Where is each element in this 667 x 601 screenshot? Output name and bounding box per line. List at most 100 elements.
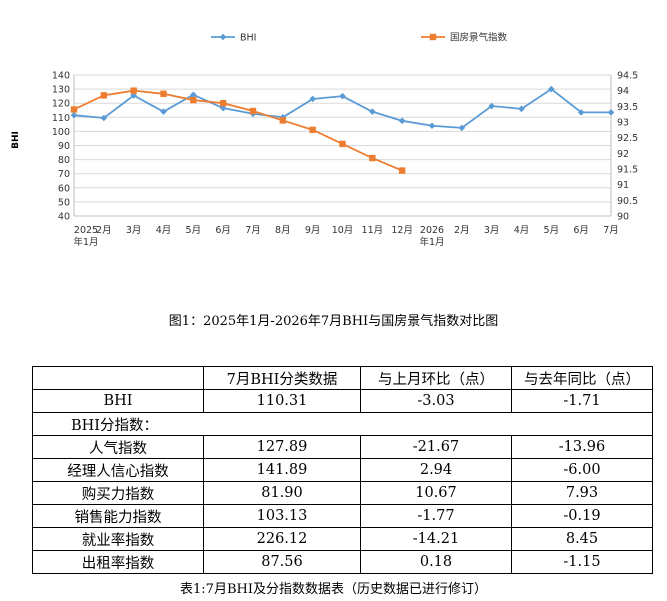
data-point-diamond [100,114,108,122]
table-cell: 就业率指数 [32,527,204,551]
table-header-cell: 与上月环比（点） [360,366,512,390]
table-cell: 2.94 [360,458,512,482]
chart-grid [73,74,612,217]
data-point-diamond [488,102,495,110]
data-point-diamond [339,92,346,100]
table-row: 购买力指数 81.90 10.67 7.93 [32,481,653,505]
y-tick-label: 100 [52,127,70,138]
table-cell: 127.89 [203,435,361,459]
table-cell: -6.00 [511,458,653,482]
x-tick-label: 6月 [573,225,589,236]
series-lines [70,85,615,174]
x-tick-label: 5月 [544,225,560,236]
bhi-comparison-chart: BHI 国房景气指数 40 50 60 70 80 90 100 110 120 130 140 90… [11,32,638,249]
x-tick-label: 年1月 [73,236,98,248]
series-line-1 [73,89,403,172]
table-cell: 销售能力指数 [32,504,204,528]
table-cell: 110.31 [203,389,361,413]
table-row-bhi: BHI 110.31 -3.03 -1.71 [32,389,653,413]
y-tick-label: 80 [58,155,70,166]
table-cell: -0.19 [511,504,653,528]
table-cell: 7.93 [511,481,653,505]
y2-tick-label: 90 [617,212,629,223]
y2-tick-label: 93 [617,118,629,129]
figure-caption: 图1：2025年1月-2026年7月BHI与国房景气指数对比图 [168,314,499,329]
table-row: 人气指数 127.89 -21.67 -13.96 [32,435,653,459]
table-row: 出租率指数 87.56 0.18 -1.15 [32,550,653,574]
y-tick-label: 110 [52,113,70,124]
data-point-diamond [518,105,525,113]
table-row: 销售能力指数 103.13 -1.77 -0.19 [32,504,653,528]
table-row: 经理人信心指数 141.89 2.94 -6.00 [32,458,653,482]
table-header-cell: 与去年同比（点） [511,366,653,390]
table-cell: -1.15 [511,550,653,574]
data-point-diamond [458,124,466,132]
x-tick-label: 3月 [126,225,142,236]
table-header-cell: 7月BHI分类数据 [203,366,361,390]
table-cell: 8.45 [511,527,653,551]
data-point-square [309,126,316,134]
y2-tick-label: 94 [617,86,629,97]
y-tick-label: 140 [52,71,70,82]
table-section-row: BHI分指数： [32,412,653,436]
y-tick-label: 130 [52,85,70,96]
table-cell: 81.90 [203,481,361,505]
data-point-diamond [428,122,436,130]
table-cell: -13.96 [511,435,653,459]
table-cell: -1.71 [511,389,653,413]
x-tick-label: 9月 [305,225,321,236]
table-caption: 表1:7月BHI及分指数数据表（历史数据已进行修订） [180,582,487,597]
data-point-diamond [190,91,197,99]
sub-index-rows: 人气指数 127.89 -21.67 -13.96 经理人信心指数 141.89 2.94-… [32,435,653,574]
table-cell: 购买力指数 [32,481,204,505]
y-tick-label: 70 [58,169,70,180]
data-point-diamond [577,109,585,116]
table-cell: 经理人信心指数 [32,458,204,482]
x-tick-label: 5月 [186,225,202,236]
table-cell: 0.18 [360,550,512,574]
table-cell: 出租率指数 [32,550,204,574]
table-cell: -21.67 [360,435,512,459]
table-header-row: 7月BHI分类数据 与上月环比（点） 与去年同比（点） [32,366,653,390]
legend-marker-square [429,33,437,41]
y-axis-left-ticks: 40 50 60 70 80 90 100 110 120 130 140 [52,71,70,223]
data-point-square [190,96,197,104]
data-point-square [369,154,376,162]
chart-legend: BHI 国房景气指数 [211,32,508,44]
x-tick-label: 11月 [362,225,384,236]
legend-label: BHI [240,33,256,44]
table-cell: 141.89 [203,458,361,482]
data-point-square [130,87,137,94]
data-point-square [219,100,227,107]
table-cell: 103.13 [203,504,361,528]
data-point-square [160,90,167,97]
x-tick-label: 2月 [96,225,112,236]
x-tick-label: 7月 [603,225,619,236]
y-axis-right-ticks: 90 90.5 91 91.5 92 92.5 93 93.5 94 94.5 [617,71,638,223]
table-header-cell [32,366,204,390]
table-cell: 87.56 [203,550,361,574]
y2-tick-label: 91.5 [617,165,638,176]
data-point-square [398,167,406,174]
y-tick-label: 90 [58,141,70,152]
x-tick-label: 8月 [275,225,291,236]
x-tick-label: 2025 [74,225,98,236]
x-tick-label: 6月 [215,225,231,236]
legend-label: 国房景气指数 [450,32,508,44]
x-tick-label: 4月 [156,225,172,236]
bhi-data-table: 7月BHI分类数据 与上月环比（点） 与去年同比（点） BHI 110.31 -… [32,366,653,574]
y2-tick-label: 90.5 [617,196,638,207]
y2-tick-label: 92 [617,149,629,160]
y-tick-label: 50 [58,197,70,208]
x-tick-label: 4月 [514,225,530,236]
data-point-diamond [398,117,406,125]
table-cell: -3.03 [360,389,512,413]
y-tick-label: 120 [52,99,70,110]
data-point-square [279,117,287,124]
data-point-square [100,92,108,99]
data-point-diamond [70,111,78,119]
x-tick-label: 7月 [245,225,261,236]
data-point-diamond [160,108,167,115]
table-cell: -14.21 [360,527,512,551]
y2-tick-label: 93.5 [617,102,638,113]
